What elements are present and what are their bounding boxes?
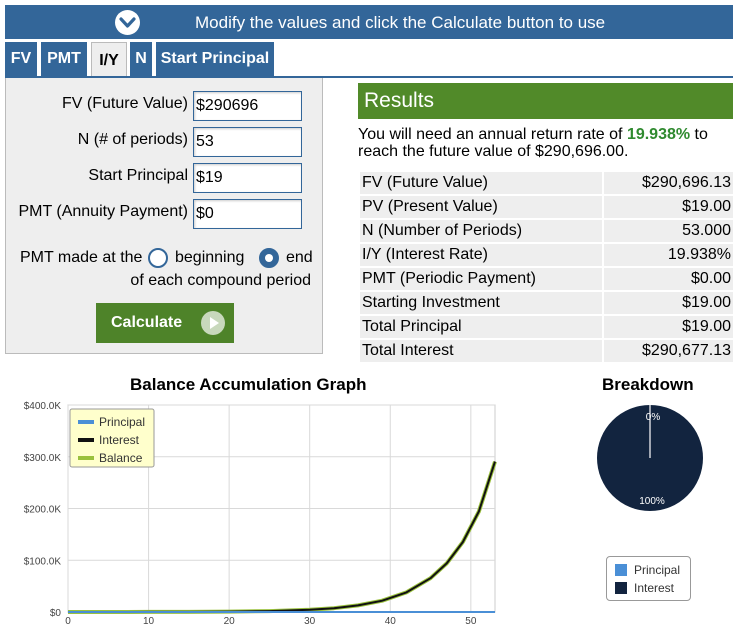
legend-item-interest[interactable]: Interest <box>615 581 674 595</box>
legend-swatch <box>615 564 627 576</box>
play-icon <box>201 311 225 335</box>
summary-text-before: You will need an annual return rate of <box>358 126 627 143</box>
tab-n[interactable]: N <box>130 42 152 76</box>
x-tick-label: 20 <box>224 616 236 627</box>
table-row: PMT (Periodic Payment) $0.00 <box>360 268 733 290</box>
row-value: $19.00 <box>604 292 733 314</box>
instruction-banner: Modify the values and click the Calculat… <box>5 5 733 39</box>
legend-swatch <box>615 582 627 594</box>
row-label: I/Y (Interest Rate) <box>360 244 602 266</box>
start-principal-label: Start Principal <box>88 167 188 184</box>
table-row: PV (Present Value) $19.00 <box>360 196 733 218</box>
legend-label-balance: Balance <box>99 451 143 465</box>
tab-start-principal[interactable]: Start Principal <box>156 42 274 76</box>
row-label: N (Number of Periods) <box>360 220 602 242</box>
tab-fv[interactable]: FV <box>5 42 37 76</box>
results-header: Results <box>358 83 733 119</box>
row-value: $19.00 <box>604 316 733 338</box>
pie-legend: Principal Interest <box>606 556 691 601</box>
results-summary: You will need an annual return rate of 1… <box>358 126 733 160</box>
start-principal-input[interactable] <box>193 163 302 193</box>
x-tick-label: 10 <box>143 616 155 627</box>
calculate-label: Calculate <box>111 314 183 331</box>
pie-label-interest: 100% <box>639 496 665 507</box>
row-label: Total Principal <box>360 316 602 338</box>
breakdown-pie-chart: 0% 100% <box>597 405 703 511</box>
x-tick-label: 40 <box>385 616 397 627</box>
y-tick-label: $100.0K <box>24 556 62 567</box>
x-tick-label: 50 <box>465 616 477 627</box>
summary-text-after: to reach the future value of $290,696.00… <box>358 126 708 160</box>
tab-pmt[interactable]: PMT <box>41 42 87 76</box>
legend-label-interest: Interest <box>99 433 140 447</box>
y-tick-label: $400.0K <box>24 401 62 412</box>
legend-item-principal[interactable]: Principal <box>615 563 680 577</box>
row-value: 19.938% <box>604 244 733 266</box>
summary-rate: 19.938% <box>626 126 691 143</box>
beginning-radio[interactable] <box>148 248 168 268</box>
calculate-button[interactable]: Calculate <box>96 303 234 343</box>
end-radio[interactable] <box>259 248 279 268</box>
table-row: Total Interest $290,677.13 <box>360 340 733 362</box>
table-row: Starting Investment $19.00 <box>360 292 733 314</box>
x-tick-label: 30 <box>304 616 316 627</box>
row-value: $19.00 <box>604 196 733 218</box>
balance-accumulation-chart: $0 $100.0K $200.0K $300.0K $400.0K 0 10 20 30 40 5… <box>24 401 497 627</box>
balance-chart-title: Balance Accumulation Graph <box>130 375 367 394</box>
y-tick-label: $0 <box>50 608 62 619</box>
beginning-label: beginning <box>175 249 245 266</box>
tab-underline <box>5 76 733 78</box>
row-label: PV (Present Value) <box>360 196 602 218</box>
row-value: $290,696.13 <box>604 172 733 194</box>
table-row: I/Y (Interest Rate) 19.938% <box>360 244 733 266</box>
table-row: N (Number of Periods) 53.000 <box>360 220 733 242</box>
legend-label: Principal <box>634 563 681 577</box>
tab-iy[interactable]: I/Y <box>91 42 127 78</box>
legend-label-principal: Principal <box>99 415 145 429</box>
pmt-timing-label: PMT made at the <box>20 249 143 266</box>
row-value: 53.000 <box>604 220 733 242</box>
fv-label: FV (Future Value) <box>62 95 188 112</box>
table-row: FV (Future Value) $290,696.13 <box>360 172 733 194</box>
chevron-down-icon[interactable] <box>115 10 140 35</box>
input-panel: FV (Future Value) N (# of periods) Start… <box>5 78 323 354</box>
breakdown-chart-title: Breakdown <box>602 375 694 394</box>
results-table: FV (Future Value) $290,696.13 PV (Present… <box>358 170 735 364</box>
pmt-label: PMT (Annuity Payment) <box>18 203 188 220</box>
row-value: $290,677.13 <box>604 340 733 362</box>
pie-label-principal: 0% <box>646 412 661 423</box>
y-tick-label: $200.0K <box>24 505 62 516</box>
row-label: Total Interest <box>360 340 602 362</box>
banner-text: Modify the values and click the Calculat… <box>195 13 606 32</box>
n-label: N (# of periods) <box>77 131 188 148</box>
row-value: $0.00 <box>604 268 733 290</box>
end-label: end <box>286 249 313 266</box>
row-label: PMT (Periodic Payment) <box>360 268 602 290</box>
n-input[interactable] <box>193 127 302 157</box>
table-row: Total Principal $19.00 <box>360 316 733 338</box>
x-tick-label: 0 <box>65 616 71 627</box>
row-label: FV (Future Value) <box>360 172 602 194</box>
y-tick-label: $300.0K <box>24 453 62 464</box>
row-label: Starting Investment <box>360 292 602 314</box>
fv-input[interactable] <box>193 91 302 121</box>
pmt-input[interactable] <box>193 199 302 229</box>
compound-period-label: of each compound period <box>130 272 311 289</box>
legend-label: Interest <box>634 581 675 595</box>
